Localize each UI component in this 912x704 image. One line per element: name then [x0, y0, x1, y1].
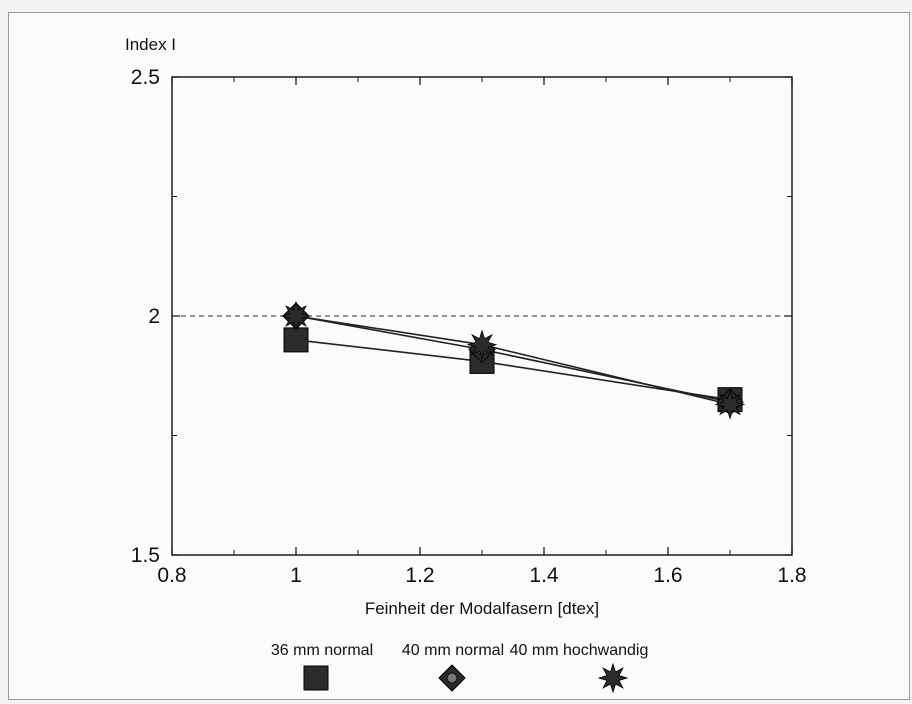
axes: 0.8 1 1.2 1.4 1.6 1.8 1.5 2 2.5 Index I Feinheit d…	[125, 35, 807, 618]
legend-label: 36 mm normal	[271, 642, 373, 659]
chart: 0.8 1 1.2 1.4 1.6 1.8 1.5 2 2.5 Index I Feinheit d…	[125, 35, 807, 694]
y-tick-label: 1.5	[131, 544, 160, 567]
x-tick-label: 1	[290, 564, 302, 587]
data-point-series-3	[714, 389, 746, 420]
y-tick-label: 2	[148, 305, 160, 328]
y-tick-label: 2.5	[131, 66, 160, 89]
series-line-3	[295, 315, 731, 406]
legend: 36 mm normal 40 mm normal 40 mm hochwandig	[271, 642, 649, 694]
x-tick-label: 1.8	[777, 564, 806, 587]
diamond-center	[446, 672, 458, 684]
chart-frame: 0.8 1 1.2 1.4 1.6 1.8 1.5 2 2.5 Index I Feinheit d…	[8, 12, 910, 700]
legend-star-icon	[597, 662, 629, 694]
plot-marks	[280, 300, 746, 420]
data-point-series-1	[283, 327, 309, 353]
data-point-series-3	[466, 329, 498, 361]
x-axis-title: Feinheit der Modalfasern [dtex]	[365, 599, 599, 618]
y-axis-title: Index I	[125, 35, 176, 54]
legend-square-icon	[303, 665, 329, 691]
series-line-1	[295, 339, 731, 401]
legend-label: 40 mm normal	[402, 642, 504, 659]
x-tick-label: 1.2	[405, 564, 434, 587]
x-tick-label: 0.8	[157, 564, 186, 587]
legend-diamond-icon	[438, 664, 466, 692]
data-point-series-3	[280, 300, 312, 332]
x-tick-label: 1.4	[529, 564, 559, 587]
legend-label: 40 mm hochwandig	[510, 642, 649, 659]
x-tick-label: 1.6	[653, 564, 682, 587]
